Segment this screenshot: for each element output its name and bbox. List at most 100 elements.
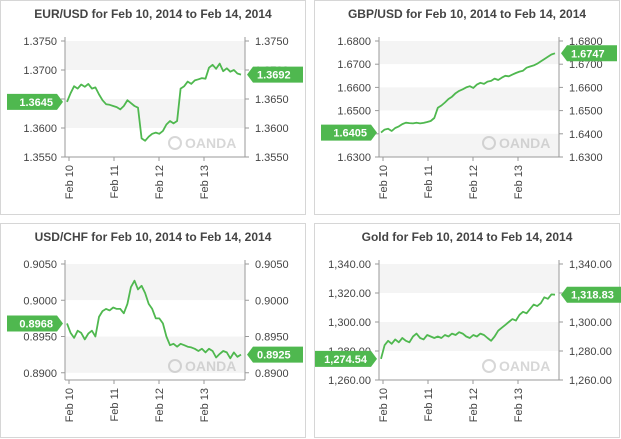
y-tick-label-right: 0.9000 bbox=[255, 295, 289, 307]
y-tick-label-left: 1,320.00 bbox=[328, 288, 371, 300]
y-tick-label-right: 0.8950 bbox=[255, 332, 289, 344]
y-tick-label-left: 1.6300 bbox=[337, 152, 371, 164]
plot-band bbox=[379, 87, 559, 111]
x-tick-label: Feb 11 bbox=[423, 388, 435, 421]
oanda-watermark: OANDA bbox=[168, 358, 236, 374]
plot-band bbox=[379, 351, 559, 380]
plot-band bbox=[379, 293, 559, 322]
open-value-badge bbox=[321, 124, 377, 141]
x-tick-label: Feb 13 bbox=[513, 165, 525, 199]
oanda-logo-icon bbox=[482, 359, 496, 373]
y-tick-label-left: 1.3750 bbox=[23, 36, 57, 48]
y-tick-label-right: 1.6400 bbox=[569, 129, 603, 141]
y-tick-label-right: 1.6800 bbox=[569, 36, 603, 48]
oanda-watermark-text: OANDA bbox=[185, 358, 236, 374]
oanda-watermark-text: OANDA bbox=[499, 358, 550, 374]
y-tick-label-left: 0.8950 bbox=[23, 332, 57, 344]
gbpusd-chart-panel: GBP/USD for Feb 10, 2014 to Feb 14, 2014… bbox=[314, 0, 620, 215]
current-value-label: 0.8925 bbox=[257, 350, 291, 362]
current-value-label: 1.6747 bbox=[571, 48, 605, 60]
y-tick-label-right: 1.3550 bbox=[255, 152, 289, 164]
plot-band bbox=[379, 264, 559, 293]
open-value-label: 1,274.54 bbox=[324, 354, 368, 366]
chart-title: GBP/USD for Feb 10, 2014 to Feb 14, 2014 bbox=[347, 7, 587, 21]
y-tick-label-right: 1.6700 bbox=[569, 59, 603, 71]
x-tick-label: Feb 12 bbox=[468, 388, 480, 422]
y-tick-label-left: 0.9000 bbox=[23, 295, 57, 307]
y-tick-label-right: 0.8900 bbox=[255, 368, 289, 380]
x-tick-label: Feb 12 bbox=[154, 388, 166, 422]
y-tick-label-right: 1,260.00 bbox=[569, 375, 612, 387]
y-tick-label-left: 1.3550 bbox=[23, 152, 57, 164]
oanda-watermark-text: OANDA bbox=[499, 135, 550, 151]
plot-band bbox=[379, 133, 559, 157]
oanda-watermark: OANDA bbox=[168, 135, 236, 151]
x-tick-label: Feb 13 bbox=[513, 388, 525, 422]
oanda-logo-icon bbox=[168, 359, 182, 373]
chart-title: Gold for Feb 10, 2014 to Feb 14, 2014 bbox=[361, 230, 573, 244]
plot-band bbox=[65, 99, 245, 128]
plot-band bbox=[65, 70, 245, 99]
y-tick-label-left: 1,300.00 bbox=[328, 317, 371, 329]
y-tick-label-right: 1.3750 bbox=[255, 36, 289, 48]
chart-title: EUR/USD for Feb 10, 2014 to Feb 14, 2014 bbox=[34, 7, 272, 21]
gbpusd-chart-svg: 1.6800 1.6800 1.6700 1.6700 1.6600 1.6600 1.65… bbox=[321, 36, 617, 199]
y-tick-label-right: 1.6500 bbox=[569, 106, 603, 118]
x-tick-label: Feb 12 bbox=[154, 165, 166, 199]
open-value-badge bbox=[7, 315, 63, 332]
y-tick-label-left: 1.6800 bbox=[337, 36, 371, 48]
oanda-watermark-text: OANDA bbox=[185, 135, 236, 151]
current-value-badge bbox=[561, 45, 617, 62]
oanda-watermark: OANDA bbox=[482, 135, 550, 151]
y-tick-label-left: 1,260.00 bbox=[328, 375, 371, 387]
eurusd-chart-panel: EUR/USD for Feb 10, 2014 to Feb 14, 2014… bbox=[0, 0, 306, 215]
y-tick-label-right: 1.3650 bbox=[255, 94, 289, 106]
chart-title: USD/CHF for Feb 10, 2014 to Feb 14, 2014 bbox=[34, 230, 272, 244]
x-tick-label: Feb 11 bbox=[109, 165, 121, 198]
open-value-badge bbox=[315, 350, 377, 367]
y-tick-label-left: 1.3600 bbox=[23, 123, 57, 135]
y-tick-label-left: 1.6600 bbox=[337, 82, 371, 94]
usdchf-chart-svg: 0.9050 0.9050 0.9000 0.9000 0.8950 0.8950 0.89… bbox=[7, 259, 303, 422]
plot-band bbox=[379, 110, 559, 134]
y-tick-label-left: 1.6700 bbox=[337, 59, 371, 71]
x-tick-label: Feb 13 bbox=[199, 388, 211, 422]
open-value-label: 0.8968 bbox=[19, 318, 53, 330]
current-value-badge bbox=[247, 346, 303, 363]
oanda-logo-icon bbox=[168, 136, 182, 150]
plot-band bbox=[379, 41, 559, 65]
open-value-badge bbox=[7, 93, 63, 110]
y-tick-label-right: 1.3600 bbox=[255, 123, 289, 135]
plot-band bbox=[65, 264, 245, 301]
series-line bbox=[66, 279, 242, 360]
y-tick-label-right: 1.6600 bbox=[569, 82, 603, 94]
x-tick-label: Feb 11 bbox=[109, 388, 121, 421]
y-tick-label-right: 1,340.00 bbox=[569, 259, 612, 271]
current-value-badge bbox=[247, 66, 303, 83]
y-tick-label-left: 0.9050 bbox=[23, 259, 57, 271]
current-value-label: 1.3692 bbox=[257, 70, 291, 82]
y-tick-label-left: 0.8900 bbox=[23, 368, 57, 380]
series-line bbox=[380, 52, 556, 134]
plot-band bbox=[379, 322, 559, 351]
current-value-label: 1,318.83 bbox=[571, 290, 614, 302]
oanda-logo-icon bbox=[482, 136, 496, 150]
x-tick-label: Feb 11 bbox=[423, 165, 435, 198]
y-tick-label-left: 1.3700 bbox=[23, 65, 57, 77]
open-value-label: 1.6405 bbox=[333, 128, 367, 140]
x-tick-label: Feb 12 bbox=[468, 165, 480, 199]
y-tick-label-left: 1.6500 bbox=[337, 106, 371, 118]
x-tick-label: Feb 10 bbox=[378, 388, 390, 422]
x-tick-label: Feb 13 bbox=[199, 165, 211, 199]
gold-chart-svg: 1,340.001,340.001,320.001,320.001,300.00… bbox=[315, 259, 621, 422]
plot-band bbox=[65, 41, 245, 70]
y-tick-label-left: 1,340.00 bbox=[328, 259, 371, 271]
oanda-watermark: OANDA bbox=[482, 358, 550, 374]
x-tick-label: Feb 10 bbox=[64, 388, 76, 422]
y-tick-label-right: 1.6300 bbox=[569, 152, 603, 164]
eurusd-chart-svg: 1.37501.37501.37001.37001.36501.36501.36… bbox=[7, 36, 303, 199]
plot-band bbox=[379, 64, 559, 88]
open-value-label: 1.3645 bbox=[19, 97, 53, 109]
y-tick-label-right: 0.9050 bbox=[255, 259, 289, 271]
y-tick-label-right: 1,280.00 bbox=[569, 346, 612, 358]
